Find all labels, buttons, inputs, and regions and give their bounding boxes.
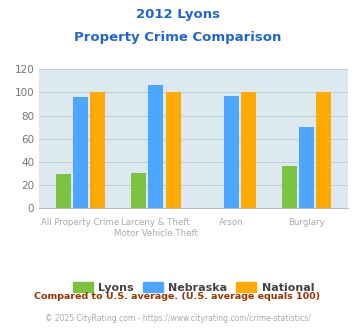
Bar bbox=[56, 174, 71, 208]
Bar bbox=[165, 92, 181, 208]
Legend: Lyons, Nebraska, National: Lyons, Nebraska, National bbox=[68, 277, 319, 297]
Text: © 2025 CityRating.com - https://www.cityrating.com/crime-statistics/: © 2025 CityRating.com - https://www.city… bbox=[45, 314, 310, 323]
Text: Compared to U.S. average. (U.S. average equals 100): Compared to U.S. average. (U.S. average … bbox=[34, 292, 321, 301]
Bar bbox=[148, 85, 163, 208]
Bar bbox=[73, 97, 88, 208]
Bar bbox=[316, 92, 331, 208]
Bar bbox=[224, 96, 239, 208]
Bar bbox=[241, 92, 256, 208]
Text: Arson: Arson bbox=[219, 217, 244, 227]
Bar bbox=[90, 92, 105, 208]
Text: All Property Crime: All Property Crime bbox=[42, 217, 120, 227]
Text: Burglary: Burglary bbox=[288, 217, 325, 227]
Bar bbox=[299, 127, 314, 208]
Bar bbox=[131, 173, 146, 208]
Text: Larceny & Theft: Larceny & Theft bbox=[121, 217, 190, 227]
Text: Property Crime Comparison: Property Crime Comparison bbox=[74, 31, 281, 44]
Text: 2012 Lyons: 2012 Lyons bbox=[136, 8, 219, 21]
Text: Motor Vehicle Theft: Motor Vehicle Theft bbox=[114, 229, 198, 238]
Bar bbox=[282, 166, 297, 208]
